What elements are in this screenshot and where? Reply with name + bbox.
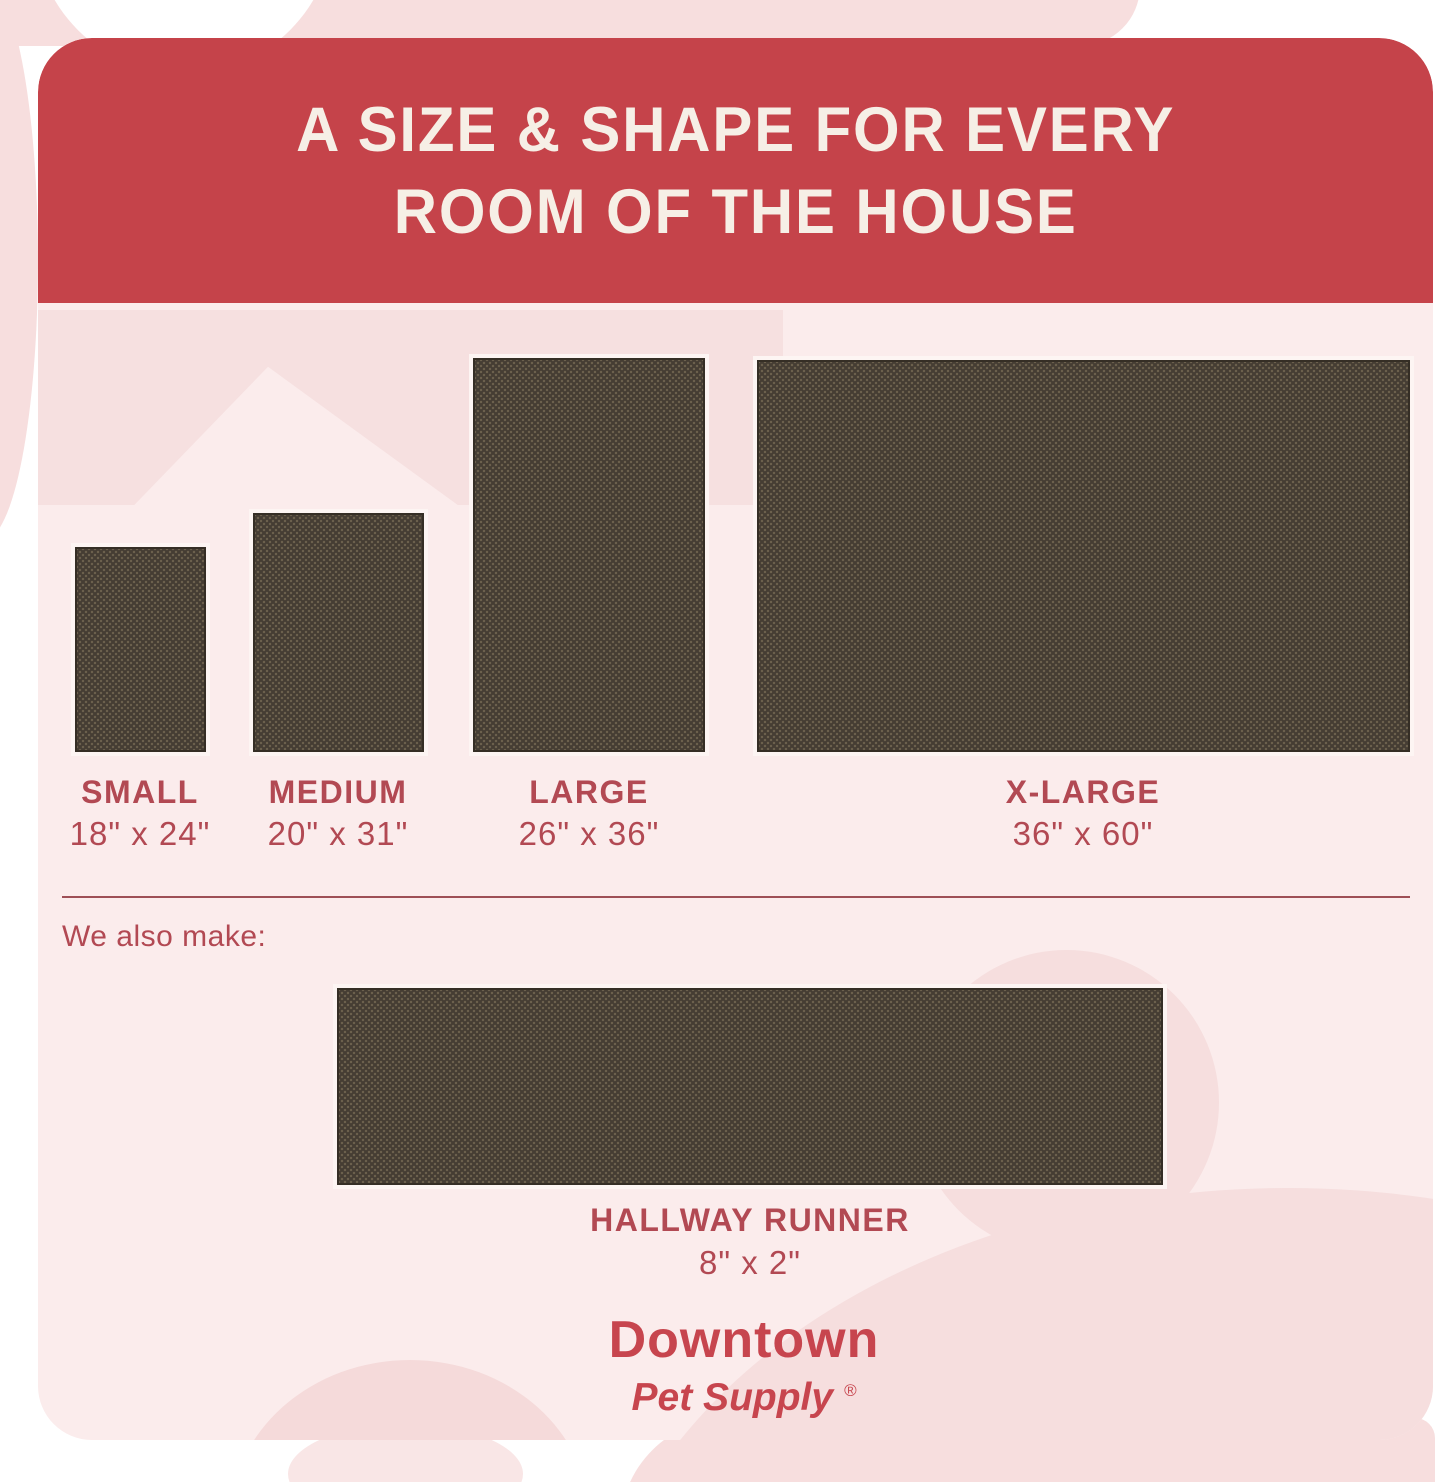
size-dimensions: 18" x 24" [69, 815, 211, 852]
brand-tagline-text: Pet Supply [631, 1376, 834, 1419]
size-label-medium: MEDIUM 20" x 31" [238, 772, 438, 856]
brand-name: Downtown [608, 1311, 880, 1369]
mat-large [473, 358, 705, 752]
page-title: A SIZE & SHAPE FOR EVERY ROOM OF THE HOU… [296, 89, 1175, 253]
size-dimensions: 26" x 36" [518, 815, 660, 852]
size-name: MEDIUM [268, 774, 408, 810]
size-label-small: SMALL 18" x 24" [40, 772, 240, 856]
size-label-large: LARGE 26" x 36" [489, 772, 689, 856]
mat-xlarge [757, 360, 1410, 752]
brand-tagline: Pet Supply ® [444, 1366, 1044, 1423]
size-label-xlarge: X-LARGE 36" x 60" [963, 772, 1203, 856]
section-divider [62, 896, 1410, 898]
mat-small [75, 547, 206, 752]
header-banner: A SIZE & SHAPE FOR EVERY ROOM OF THE HOU… [38, 38, 1433, 303]
size-name: LARGE [529, 774, 649, 810]
size-name: HALLWAY RUNNER [590, 1202, 910, 1238]
mat-hallway-runner [337, 988, 1163, 1185]
also-make-label: We also make: [62, 920, 267, 953]
size-dimensions: 36" x 60" [1012, 815, 1154, 852]
size-dimensions: 20" x 31" [267, 815, 409, 852]
registered-trademark-mark: ® [843, 1381, 857, 1400]
size-dimensions: 8" x 2" [699, 1244, 801, 1281]
page-title-line2: ROOM OF THE HOUSE [393, 176, 1078, 247]
mat-medium [253, 513, 424, 752]
size-name: X-LARGE [1005, 774, 1161, 810]
size-label-hallway-runner: HALLWAY RUNNER 8" x 2" [550, 1200, 950, 1286]
page-title-line1: A SIZE & SHAPE FOR EVERY [295, 94, 1176, 165]
size-name: SMALL [81, 774, 199, 810]
infographic-card: A SIZE & SHAPE FOR EVERY ROOM OF THE HOU… [38, 38, 1433, 1440]
brand-logo: Downtown Pet Supply ® [444, 1314, 1044, 1423]
top-left-pink-edge-swirl [0, 0, 38, 540]
